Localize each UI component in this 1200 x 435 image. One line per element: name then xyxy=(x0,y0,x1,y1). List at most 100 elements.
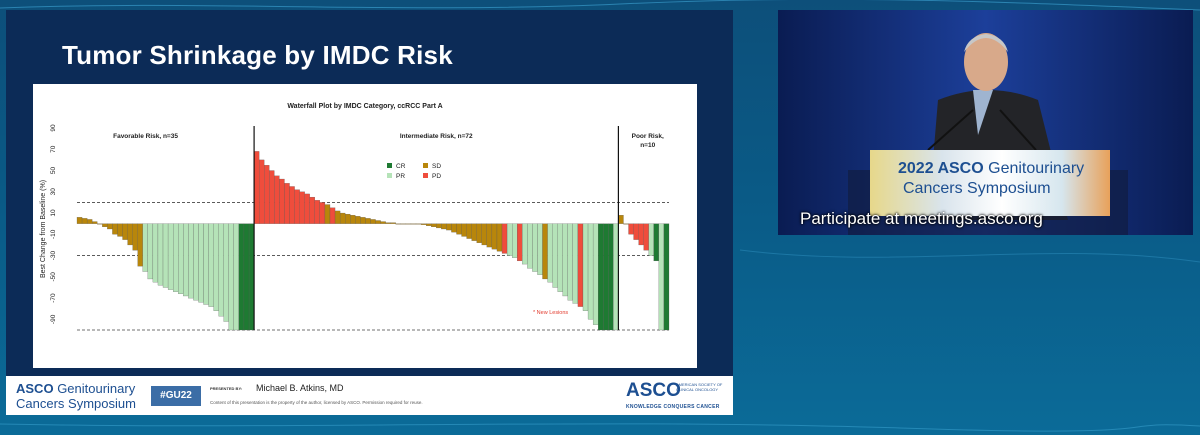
bar-cr xyxy=(238,223,245,331)
podium-text-asco: 2022 ASCO xyxy=(898,160,984,177)
bar-pr xyxy=(537,223,543,275)
bar-cr xyxy=(663,223,670,331)
podium-text-line2: Cancers Symposium xyxy=(903,180,1051,197)
bar-pr xyxy=(208,223,214,307)
group-label: n=10 xyxy=(640,142,655,149)
bar-pr xyxy=(567,223,573,301)
bar-sd xyxy=(486,223,493,248)
bar-sd xyxy=(405,223,412,225)
bar-pr xyxy=(152,223,159,283)
bar-sd xyxy=(380,221,386,224)
bar-sd xyxy=(491,223,498,250)
bar-pd xyxy=(638,223,644,246)
group-label: Intermediate Risk, n=72 xyxy=(400,133,473,140)
bar-sd xyxy=(137,223,143,267)
symposium-logo-line2: Cancers Symposium xyxy=(16,396,136,411)
bar-pd xyxy=(269,170,275,224)
bar-pd xyxy=(299,191,305,224)
bar-pr xyxy=(142,223,148,272)
y-tick-label: 90 xyxy=(50,124,57,132)
waterfall-chart: Waterfall Plot by IMDC Category, ccRCC P… xyxy=(40,103,670,331)
bar-sd xyxy=(496,223,503,252)
bar-pd xyxy=(284,183,290,224)
bar-pr xyxy=(522,223,528,265)
legend-label-pd: PD xyxy=(432,173,441,180)
podium-text-line1: 2022 ASCO Genitourinary xyxy=(898,160,1084,178)
bar-sd xyxy=(466,223,472,239)
bar-pr xyxy=(218,223,224,317)
slide-footer: ASCO Genitourinary Cancers Symposium #GU… xyxy=(6,376,733,415)
y-tick-label: 30 xyxy=(50,188,57,196)
bar-pd xyxy=(289,186,295,224)
asco-logo: ASCO xyxy=(626,380,681,401)
bar-sd xyxy=(471,223,477,241)
bar-sd xyxy=(360,217,366,224)
symposium-logo-asco: ASCO xyxy=(16,381,54,396)
bar-pr xyxy=(203,223,209,305)
bar-pr xyxy=(592,223,599,325)
presented-by-label: PRESENTED BY: xyxy=(210,386,243,391)
bar-pr xyxy=(557,223,563,292)
bar-pr xyxy=(572,223,579,304)
bar-sd xyxy=(97,223,103,225)
bar-sd xyxy=(481,223,487,246)
symposium-logo: ASCO Genitourinary xyxy=(16,381,135,396)
bar-pd xyxy=(304,193,310,224)
bar-pr xyxy=(193,223,199,301)
bar-pd xyxy=(274,175,280,224)
y-tick-label: -30 xyxy=(50,251,57,261)
y-tick-label: -50 xyxy=(50,272,57,282)
bar-sd xyxy=(81,218,88,224)
bar-pd xyxy=(643,223,649,251)
bar-cr xyxy=(248,223,255,331)
bar-sd xyxy=(350,215,356,224)
y-tick-label: 50 xyxy=(50,167,57,175)
bar-sd xyxy=(365,218,371,224)
bar-sd xyxy=(426,223,432,226)
asco-tagline: KNOWLEDGE CONQUERS CANCER xyxy=(626,404,720,410)
bar-sd xyxy=(476,223,482,243)
bar-pr xyxy=(506,223,513,256)
bar-pd xyxy=(501,223,508,254)
bar-sd xyxy=(420,223,427,225)
bar-sd xyxy=(461,223,467,237)
podium-sign xyxy=(870,150,1110,216)
bar-sd xyxy=(107,223,113,230)
bar-pr xyxy=(582,223,589,311)
participate-caption: Participate at meetings.asco.org xyxy=(800,209,1043,228)
bar-pr xyxy=(512,223,518,258)
bar-sd xyxy=(395,223,401,225)
group-label: Poor Risk, xyxy=(632,133,664,140)
bar-sd xyxy=(122,223,128,240)
bar-pr xyxy=(223,223,229,322)
bar-cr xyxy=(608,223,614,331)
bar-pd xyxy=(259,159,265,224)
bar-pr xyxy=(213,223,219,311)
bar-sd xyxy=(451,223,457,233)
bar-pd xyxy=(319,202,326,224)
asco-logo-subtitle: AMERICAN SOCIETY OF CLINICAL ONCOLOGY xyxy=(676,382,723,392)
bar-sd xyxy=(127,223,133,246)
bar-pr xyxy=(648,223,654,256)
bar-sd xyxy=(102,223,108,227)
bar-sd xyxy=(542,223,548,280)
bar-pr xyxy=(167,223,174,290)
bar-pr xyxy=(183,223,189,297)
speaker-video[interactable]: 2022 ASCO Genitourinary Cancers Symposiu… xyxy=(778,10,1193,235)
y-tick-label: 10 xyxy=(50,209,57,217)
bar-sd xyxy=(92,221,98,224)
bar-pr xyxy=(613,223,619,331)
legend-swatch-cr xyxy=(387,163,392,168)
waterfall-chart-panel: Waterfall Plot by IMDC Category, ccRCC P… xyxy=(33,84,697,368)
bar-pd xyxy=(294,189,300,224)
bar-pr xyxy=(552,223,558,288)
y-tick-label: -10 xyxy=(50,229,57,239)
bar-sd xyxy=(385,222,391,224)
legend-swatch-sd xyxy=(423,163,428,168)
legend-label-cr: CR xyxy=(396,163,406,170)
bar-pr xyxy=(532,223,538,272)
y-tick-label: -70 xyxy=(50,293,57,303)
bar-sd xyxy=(334,210,341,224)
bar-sd xyxy=(410,223,417,225)
bar-pd xyxy=(577,223,584,307)
